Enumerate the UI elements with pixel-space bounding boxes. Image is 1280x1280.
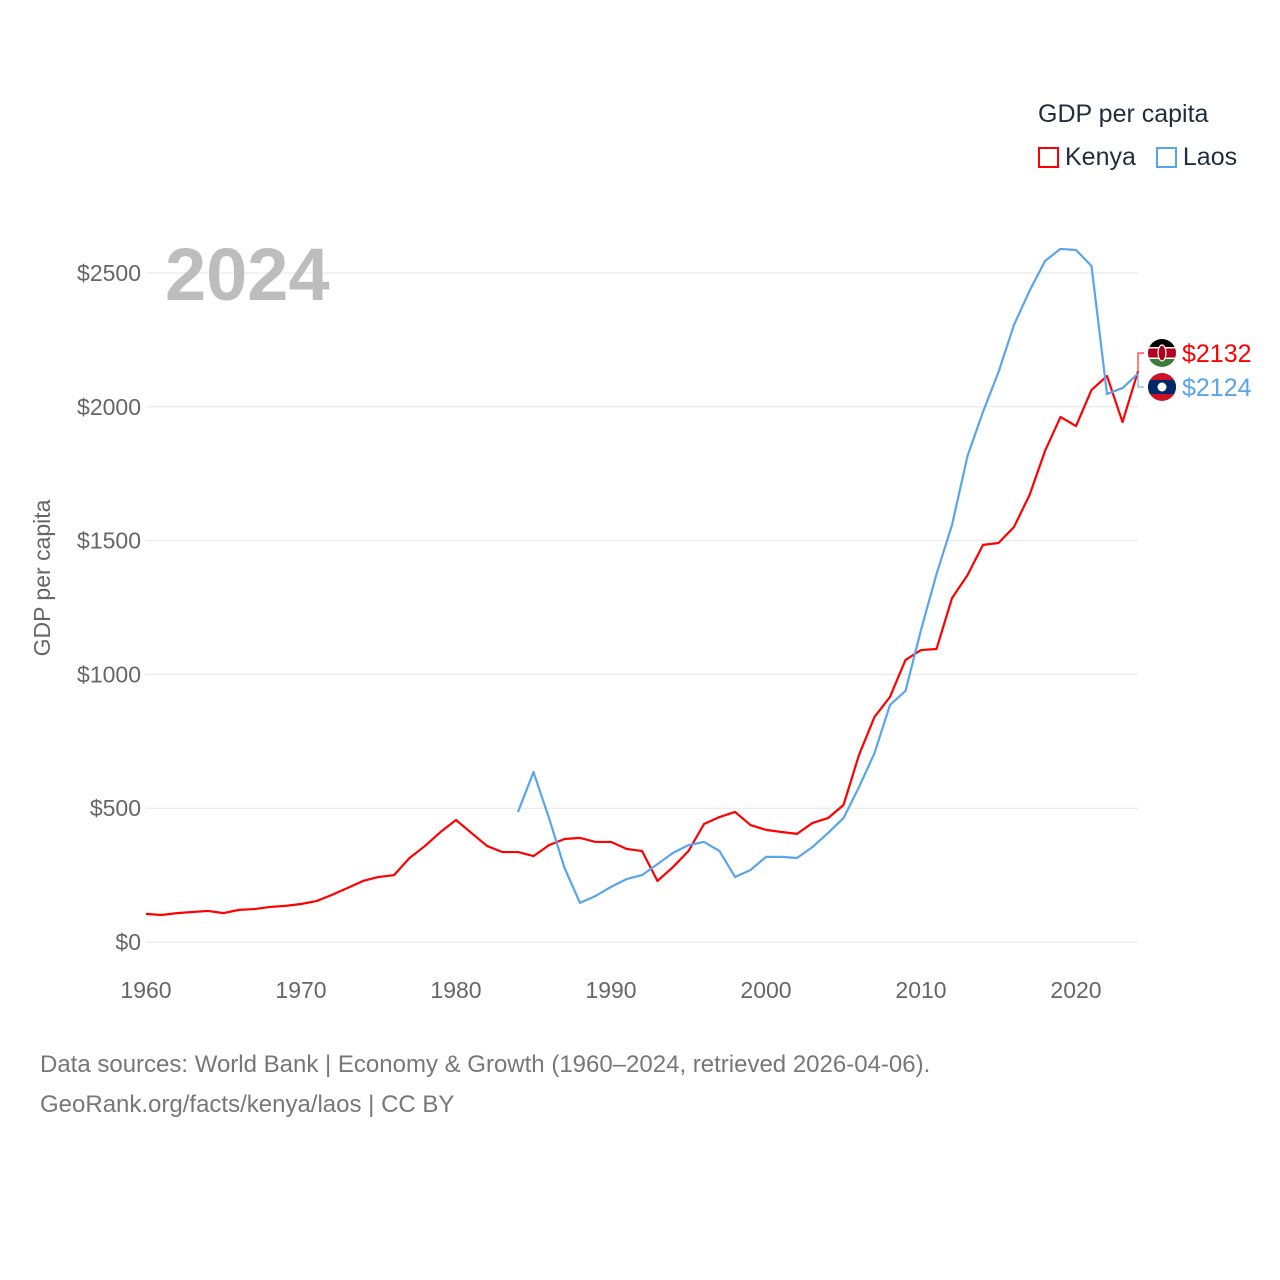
legend-label: Laos: [1182, 143, 1238, 171]
laos-flag-icon: [1148, 373, 1176, 401]
kenya-flag-icon: [1148, 339, 1176, 367]
y-tick-label: $1500: [77, 528, 141, 554]
y-tick-label: $0: [115, 929, 141, 955]
legend-item-laos[interactable]: Laos: [1155, 143, 1238, 172]
legend: Kenya Laos: [1038, 143, 1237, 172]
x-tick-label: 1970: [275, 977, 326, 1003]
x-tick-label: 2010: [895, 977, 946, 1003]
legend-title: GDP per capita: [1038, 100, 1209, 128]
x-tick-label: 2000: [740, 977, 791, 1003]
legend-swatch-kenya: [1038, 147, 1059, 168]
y-tick-label: $2500: [77, 260, 141, 286]
y-tick-label: $1000: [77, 661, 141, 687]
series-line-kenya[interactable]: [145, 371, 1140, 917]
x-tick-label: 1990: [585, 977, 636, 1003]
legend-item-kenya[interactable]: Kenya: [1038, 143, 1136, 172]
end-label-connector: [1137, 373, 1144, 388]
y-tick-label: $2000: [77, 394, 141, 420]
end-label-connector: [1137, 352, 1144, 372]
y-axis-label: GDP per capita: [29, 499, 55, 656]
data-sources: Data sources: World Bank | Economy & Gro…: [40, 1051, 931, 1078]
series-line-laos[interactable]: [516, 247, 1139, 905]
end-value-label: $2124: [1182, 374, 1252, 402]
x-tick-label: 1960: [120, 977, 171, 1003]
legend-label: Kenya: [1065, 143, 1136, 171]
legend-swatch-laos: [1155, 147, 1177, 168]
x-tick-label: 1980: [430, 977, 481, 1003]
x-tick-label: 2020: [1050, 977, 1101, 1003]
year-label: 2024: [165, 233, 330, 316]
end-value-label: $2132: [1182, 340, 1252, 368]
y-tick-label: $500: [90, 795, 141, 821]
attribution-link[interactable]: GeoRank.org/facts/kenya/laos | CC BY: [40, 1091, 455, 1118]
footer: Data sources: World Bank | Economy & Gro…: [40, 1045, 930, 1125]
